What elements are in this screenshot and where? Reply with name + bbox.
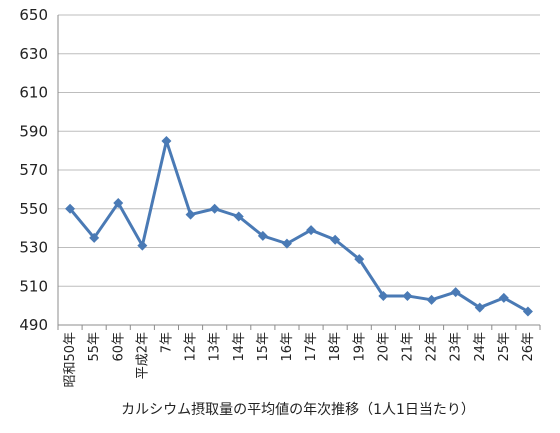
y-tick-label: 590	[19, 122, 48, 140]
x-tick-label: 12年	[184, 332, 199, 362]
data-point	[450, 287, 461, 298]
x-tick-label: 21年	[400, 332, 415, 362]
x-tick-label: 26年	[521, 332, 536, 362]
data-point	[65, 203, 76, 214]
x-tick-label: 55年	[87, 332, 102, 362]
data-point	[209, 203, 220, 214]
x-axis-title: カルシウム摂取量の平均値の年次推移（1人1日当たり）	[121, 402, 475, 418]
y-tick-label: 570	[19, 161, 48, 179]
x-tick-label: 13年	[208, 332, 223, 362]
data-point	[306, 225, 317, 236]
data-point	[330, 234, 341, 245]
series-calcium	[65, 135, 533, 317]
data-point	[137, 240, 148, 251]
data-point	[378, 290, 389, 301]
x-tick-label: 7年	[159, 332, 174, 353]
data-point	[354, 254, 365, 265]
data-point	[257, 230, 268, 241]
x-tick-label: 18年	[328, 332, 343, 362]
data-point	[426, 294, 437, 305]
y-tick-label: 550	[19, 200, 48, 218]
x-tick-label: 14年	[232, 332, 247, 362]
x-tick-label: 23年	[449, 332, 464, 362]
y-tick-label: 610	[19, 84, 48, 102]
data-point	[474, 302, 485, 313]
data-point	[185, 209, 196, 220]
data-point	[498, 292, 509, 303]
x-tick-label: 昭和50年	[63, 332, 78, 388]
data-point	[113, 197, 124, 208]
x-tick-label: 平成2年	[135, 332, 150, 379]
x-tick-label: 20年	[376, 332, 391, 362]
x-axis: 昭和50年 55年 60年 平成2年 7年 12年 13年 14年 15年 16年 17年 18年 19…	[57, 324, 541, 388]
data-point	[281, 238, 292, 249]
data-point	[89, 232, 100, 243]
x-tick-label: 15年	[256, 332, 271, 362]
series-line	[68, 139, 529, 313]
x-tick-label: 19年	[352, 332, 367, 362]
y-tick-label: 650	[19, 6, 48, 24]
y-tick-label: 630	[19, 45, 48, 63]
data-point	[233, 211, 244, 222]
data-point	[402, 290, 413, 301]
x-tick-label: 24年	[473, 332, 488, 362]
y-tick-label: 510	[19, 277, 48, 295]
x-tick-label: 17年	[304, 332, 319, 362]
x-tick-label: 60年	[111, 332, 126, 362]
y-axis: 490 510 530 550 570 590 610 630 650	[19, 6, 59, 334]
gridlines	[58, 14, 540, 326]
x-tick-label: 16年	[280, 332, 295, 362]
x-tick-label: 25年	[497, 332, 512, 362]
x-tick-label: 22年	[425, 332, 440, 362]
y-tick-label: 490	[19, 316, 48, 334]
y-tick-label: 530	[19, 239, 48, 257]
data-point	[522, 306, 533, 317]
data-point	[161, 135, 172, 146]
